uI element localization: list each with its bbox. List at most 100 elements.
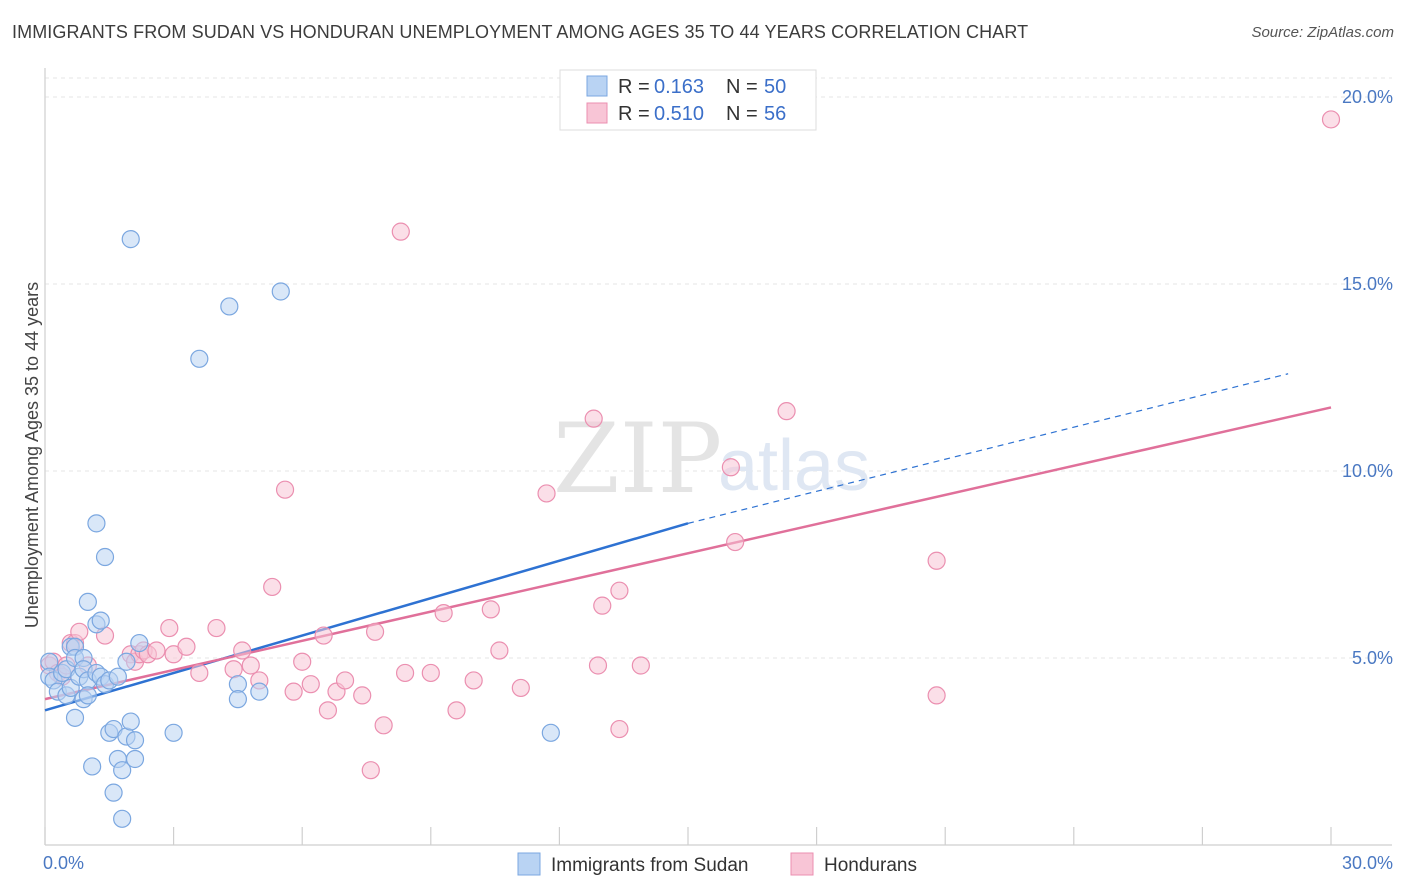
point-honduran-22 bbox=[233, 641, 252, 660]
data-points bbox=[40, 110, 1341, 828]
point-sudan-29 bbox=[104, 783, 123, 802]
point-honduran-36 bbox=[365, 622, 385, 641]
point-honduran-50 bbox=[593, 596, 612, 615]
legend-n-label-honduran: N = bbox=[726, 103, 758, 125]
trend-lines bbox=[44, 373, 1332, 712]
point-honduran-35 bbox=[361, 761, 380, 780]
chart-title: IMMIGRANTS FROM SUDAN VS HONDURAN UNEMPL… bbox=[12, 22, 1029, 42]
point-honduran-18 bbox=[177, 637, 196, 656]
y-tick-label-1: 10.0% bbox=[1342, 461, 1393, 481]
point-sudan-39 bbox=[125, 731, 145, 750]
bottom-legend-swatch-honduran bbox=[790, 852, 814, 876]
bottom-legend-label-honduran: Hondurans bbox=[824, 855, 917, 876]
point-honduran-34 bbox=[353, 686, 372, 705]
point-honduran-59 bbox=[1321, 110, 1341, 129]
point-honduran-28 bbox=[293, 652, 312, 671]
y-axis-label: Unemployment Among Ages 35 to 44 years bbox=[22, 282, 42, 628]
point-honduran-20 bbox=[207, 618, 226, 638]
grid-lines bbox=[45, 77, 1392, 659]
point-honduran-56 bbox=[777, 402, 796, 421]
point-honduran-52 bbox=[610, 581, 629, 600]
point-honduran-49 bbox=[588, 656, 608, 675]
point-honduran-43 bbox=[464, 671, 483, 690]
y-tick-label-3: 20.0% bbox=[1342, 87, 1393, 107]
point-sudan-34 bbox=[113, 809, 132, 828]
point-honduran-31 bbox=[318, 701, 338, 720]
legend-swatch-sudan bbox=[586, 75, 608, 97]
point-sudan-10 bbox=[65, 708, 85, 727]
point-honduran-51 bbox=[610, 719, 629, 739]
point-honduran-46 bbox=[511, 678, 530, 698]
point-honduran-41 bbox=[434, 604, 453, 623]
point-sudan-35 bbox=[117, 652, 136, 671]
point-sudan-23 bbox=[91, 611, 110, 630]
stats-legend: R = 0.163 N = 50 R = 0.510 N = 56 bbox=[559, 69, 817, 131]
point-honduran-23 bbox=[241, 656, 260, 675]
point-honduran-30 bbox=[314, 626, 333, 645]
point-honduran-29 bbox=[301, 675, 320, 694]
point-honduran-25 bbox=[263, 577, 282, 597]
point-sudan-38 bbox=[121, 712, 140, 731]
legend-r-value-sudan: 0.163 bbox=[654, 76, 704, 98]
trend-line-sudan bbox=[44, 522, 689, 712]
point-honduran-53 bbox=[631, 656, 650, 675]
point-honduran-19 bbox=[190, 663, 209, 683]
legend-n-label-sudan: N = bbox=[726, 76, 758, 98]
point-honduran-57 bbox=[927, 551, 946, 570]
legend-r-label-sudan: R = bbox=[618, 76, 650, 98]
point-sudan-19 bbox=[83, 757, 102, 776]
legend-r-label-honduran: R = bbox=[618, 103, 650, 125]
source-label: Source: ZipAtlas.com bbox=[1251, 24, 1394, 41]
trend-line-sudan-extension bbox=[687, 373, 1289, 524]
point-sudan-26 bbox=[95, 547, 115, 567]
watermark-zip: ZIP bbox=[553, 403, 722, 515]
point-honduran-42 bbox=[447, 701, 466, 720]
legend-r-value-honduran: 0.510 bbox=[654, 103, 704, 125]
point-honduran-38 bbox=[391, 222, 410, 241]
y-tick-label-2: 15.0% bbox=[1342, 274, 1393, 294]
point-honduran-58 bbox=[927, 686, 946, 705]
point-sudan-44 bbox=[220, 297, 239, 316]
point-honduran-39 bbox=[395, 663, 415, 683]
point-honduran-54 bbox=[721, 458, 740, 477]
point-honduran-7 bbox=[70, 622, 89, 641]
point-sudan-37 bbox=[121, 230, 140, 249]
series-legend: Immigrants from Sudan Hondurans bbox=[517, 852, 917, 876]
point-honduran-33 bbox=[335, 671, 355, 690]
point-sudan-41 bbox=[130, 633, 149, 653]
point-honduran-21 bbox=[224, 660, 243, 679]
x-tick-label-1: 30.0% bbox=[1342, 853, 1393, 873]
point-honduran-26 bbox=[275, 480, 295, 499]
legend-n-value-sudan: 50 bbox=[764, 76, 786, 98]
point-sudan-49 bbox=[541, 723, 560, 742]
point-sudan-40 bbox=[125, 749, 145, 769]
point-honduran-44 bbox=[481, 600, 500, 619]
y-tick-label-0: 5.0% bbox=[1352, 648, 1393, 668]
point-honduran-48 bbox=[584, 409, 603, 428]
point-honduran-40 bbox=[421, 663, 440, 683]
watermark-atlas: atlas bbox=[718, 426, 870, 506]
bottom-legend-swatch-sudan bbox=[517, 852, 541, 876]
point-sudan-42 bbox=[164, 723, 183, 742]
point-honduran-47 bbox=[537, 484, 556, 503]
point-sudan-16 bbox=[78, 592, 97, 612]
point-sudan-22 bbox=[87, 514, 106, 533]
point-sudan-46 bbox=[228, 690, 247, 709]
point-honduran-16 bbox=[160, 618, 179, 638]
point-sudan-48 bbox=[271, 282, 290, 301]
point-sudan-32 bbox=[108, 667, 127, 686]
point-sudan-47 bbox=[250, 682, 269, 701]
point-honduran-37 bbox=[374, 716, 393, 735]
point-sudan-43 bbox=[190, 349, 209, 368]
point-honduran-45 bbox=[490, 641, 509, 660]
point-honduran-15 bbox=[147, 641, 166, 660]
point-honduran-55 bbox=[726, 532, 745, 552]
legend-n-value-honduran: 56 bbox=[764, 103, 786, 125]
x-tick-label-0: 0.0% bbox=[43, 853, 84, 873]
tick-labels: 5.0% 10.0% 15.0% 20.0% 0.0% 30.0% bbox=[43, 87, 1393, 873]
point-sudan-33 bbox=[113, 761, 132, 780]
point-honduran-27 bbox=[284, 682, 303, 701]
legend-swatch-honduran bbox=[586, 102, 608, 124]
axes bbox=[44, 68, 1392, 846]
